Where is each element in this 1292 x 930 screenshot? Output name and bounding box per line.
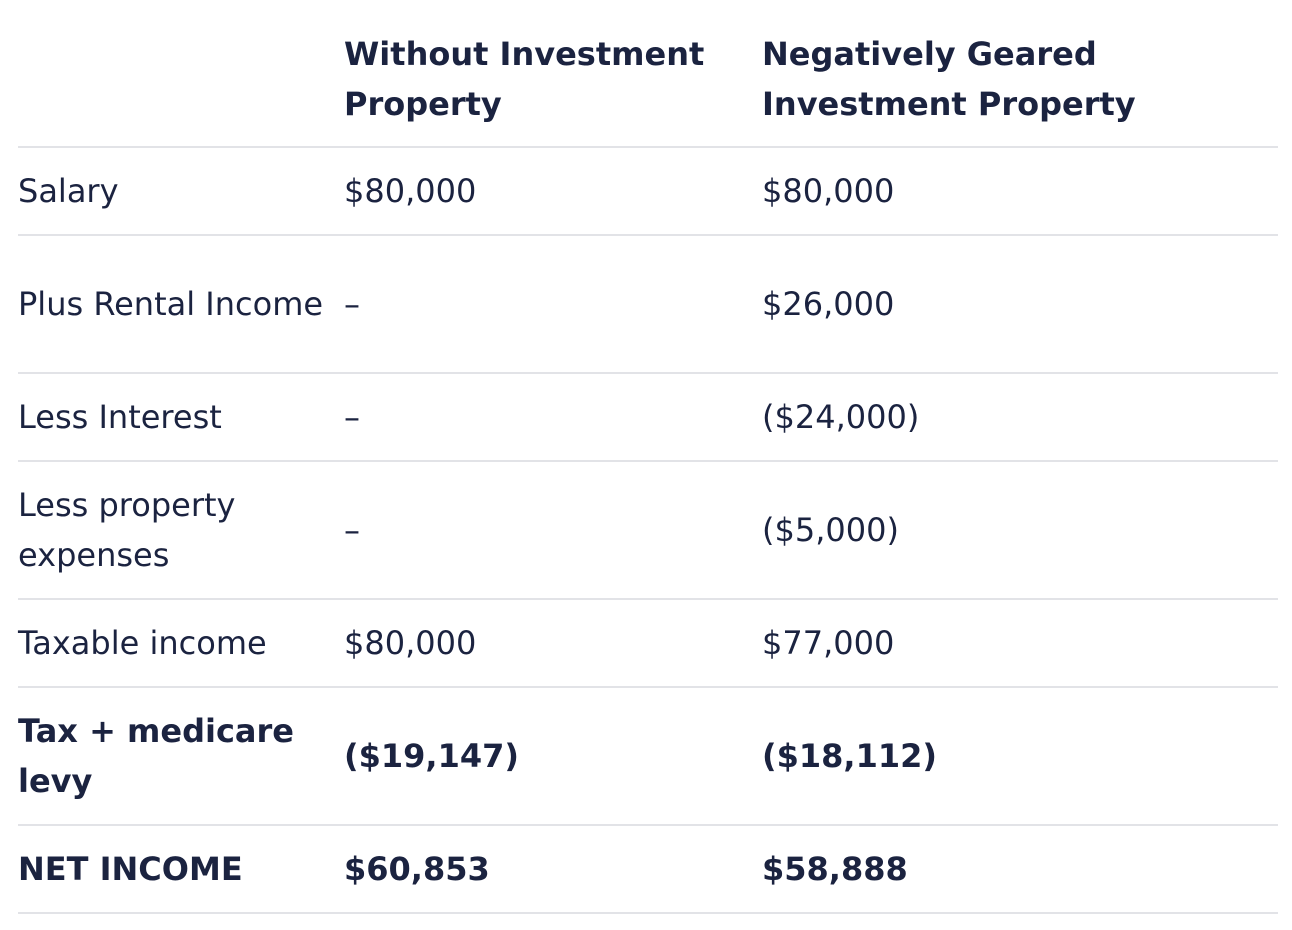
table-row: Tax + medicare levy ($19,147) ($18,112) [18,688,1278,826]
header-cell-without-property: Without Investment Property [344,35,705,123]
table-row: Taxable income $80,000 $77,000 [18,600,1278,688]
header-cell-label [18,0,344,146]
geared-property-value: ($5,000) [762,511,899,549]
row-label: Plus Rental Income [18,285,324,323]
table-row: Salary $80,000 $80,000 [18,148,1278,236]
table-row: Less property expenses – ($5,000) [18,462,1278,600]
row-label: Less Interest [18,398,222,436]
table-row: Less Interest – ($24,000) [18,374,1278,462]
row-label: Taxable income [18,624,267,662]
table-header-row: Without Investment Property Negatively G… [18,0,1278,148]
comparison-table: Without Investment Property Negatively G… [18,0,1278,914]
geared-property-value: $80,000 [762,172,895,210]
header-cell-negatively-geared: Negatively Geared Investment Property [762,35,1136,123]
geared-property-value: $58,888 [762,850,908,888]
without-property-value: $80,000 [344,172,477,210]
row-label: NET INCOME [18,850,243,888]
without-property-value: – [344,511,360,549]
without-property-value: – [344,398,360,436]
table-row: NET INCOME $60,853 $58,888 [18,826,1278,914]
without-property-value: – [344,285,360,323]
geared-property-value: ($18,112) [762,737,937,775]
row-label: Less property expenses [18,486,236,574]
without-property-value: $80,000 [344,624,477,662]
without-property-value: $60,853 [344,850,490,888]
row-label: Tax + medicare levy [18,712,294,800]
geared-property-value: ($24,000) [762,398,920,436]
table-row: Plus Rental Income – $26,000 [18,236,1278,374]
geared-property-value: $26,000 [762,285,895,323]
row-label: Salary [18,172,119,210]
without-property-value: ($19,147) [344,737,519,775]
geared-property-value: $77,000 [762,624,895,662]
